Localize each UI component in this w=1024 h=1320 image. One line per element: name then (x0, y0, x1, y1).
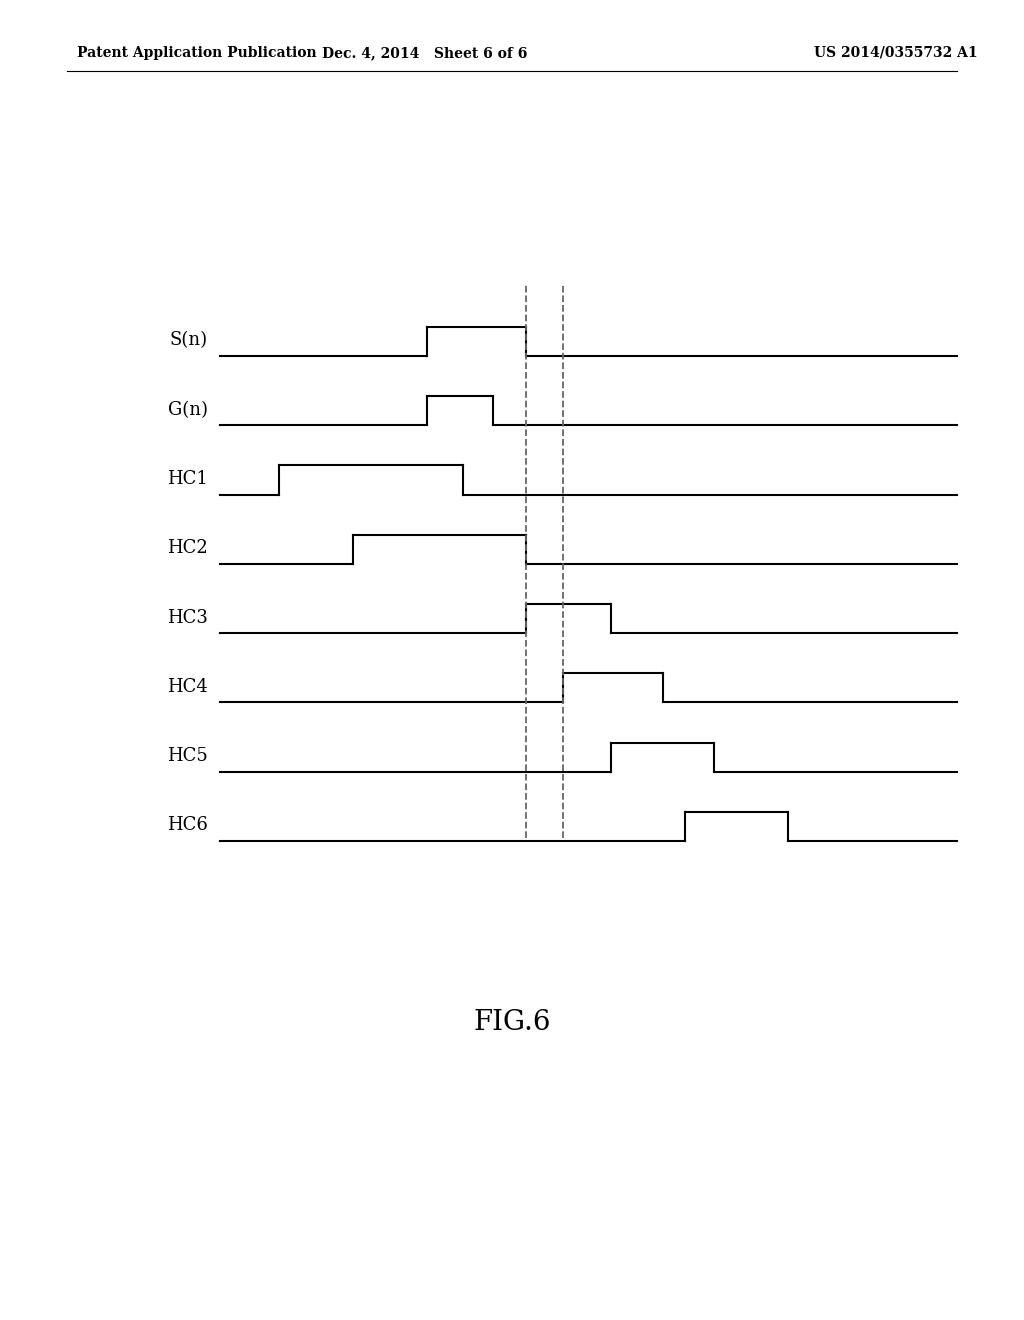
Text: Patent Application Publication: Patent Application Publication (77, 46, 316, 59)
Text: HC1: HC1 (167, 470, 208, 488)
Text: US 2014/0355732 A1: US 2014/0355732 A1 (814, 46, 978, 59)
Text: Dec. 4, 2014   Sheet 6 of 6: Dec. 4, 2014 Sheet 6 of 6 (323, 46, 527, 59)
Text: HC6: HC6 (167, 816, 208, 834)
Text: HC5: HC5 (167, 747, 208, 766)
Text: HC2: HC2 (167, 539, 208, 557)
Text: G(n): G(n) (168, 400, 208, 418)
Text: FIG.6: FIG.6 (473, 1010, 551, 1036)
Text: HC3: HC3 (167, 609, 208, 627)
Text: HC4: HC4 (167, 677, 208, 696)
Text: S(n): S(n) (170, 331, 208, 350)
